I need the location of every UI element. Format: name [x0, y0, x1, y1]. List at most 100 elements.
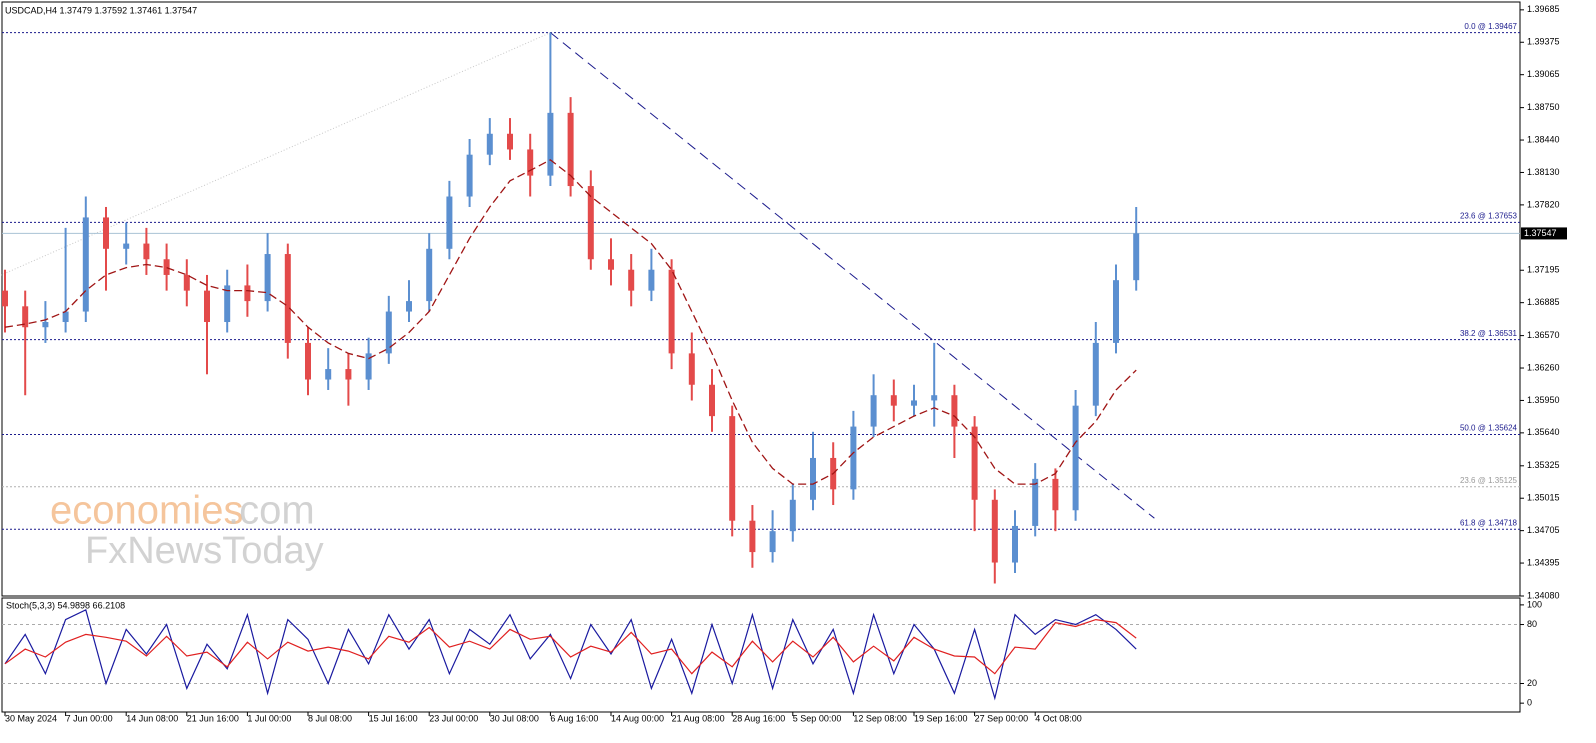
x-tick-label: 1 Jul 00:00: [247, 713, 291, 723]
current-price-box: [1521, 227, 1567, 240]
x-tick-label: 4 Oct 08:00: [1035, 713, 1082, 723]
bar-body: [426, 248, 433, 302]
bar-body: [2, 290, 8, 307]
x-tick-label: 21 Jun 16:00: [187, 713, 239, 723]
bar-body: [62, 311, 69, 323]
y-tick-label: 1.34395: [1527, 557, 1560, 567]
bar-body: [365, 353, 372, 380]
bar-body: [183, 274, 190, 291]
fib-label: 23.6 @ 1.37653: [1460, 211, 1518, 220]
bar-body: [769, 531, 776, 553]
current-price-label: 1.37547: [1524, 228, 1557, 238]
bar-body: [870, 395, 877, 427]
bar-body: [850, 426, 857, 490]
chart-title: USDCAD,H4 1.37479 1.37592 1.37461 1.3754…: [5, 5, 197, 15]
bar-body: [305, 342, 311, 380]
fib-label: 23.6 @ 1.35125: [1460, 476, 1518, 485]
x-tick-label: 8 Jul 08:00: [308, 713, 352, 723]
stoch-line: [4, 608, 1137, 701]
stoch-tick-label: 0: [1527, 698, 1532, 708]
x-tick-label: 28 Aug 16:00: [732, 713, 785, 723]
x-tick-label: 23 Jul 00:00: [429, 713, 478, 723]
bar-body: [466, 154, 473, 197]
y-tick-label: 1.37195: [1527, 265, 1560, 275]
y-tick-label: 1.39685: [1527, 4, 1560, 14]
bar-body: [1032, 478, 1039, 526]
bar-body: [991, 499, 998, 563]
fib-label: 38.2 @ 1.36531: [1460, 329, 1518, 338]
watermark: FxNewsToday: [85, 530, 324, 572]
moving-average: [4, 159, 1137, 485]
bar-body: [325, 369, 332, 380]
bar-body: [204, 290, 210, 323]
bar-body: [749, 520, 756, 553]
bar-body: [284, 254, 291, 343]
x-tick-label: 12 Sep 08:00: [853, 713, 907, 723]
stoch-title: Stoch(5,3,3) 54.9898 66.2108: [6, 600, 125, 610]
fib-label: 61.8 @ 1.34718: [1460, 518, 1518, 527]
bar-body: [446, 196, 453, 249]
bar-body: [82, 217, 89, 312]
fib-label: 0.0 @ 1.39467: [1464, 22, 1517, 31]
x-tick-label: 5 Sep 00:00: [793, 713, 842, 723]
bar-body: [810, 457, 816, 500]
bar-body: [143, 243, 150, 260]
x-tick-label: 30 May 2024: [5, 713, 57, 723]
bar-body: [628, 269, 635, 291]
y-tick-label: 1.38130: [1527, 167, 1560, 177]
bar-body: [1113, 280, 1119, 343]
bar-body: [971, 426, 978, 500]
y-tick-label: 1.34705: [1527, 525, 1560, 535]
y-tick-label: 1.38440: [1527, 134, 1560, 144]
stoch-line: [4, 618, 1137, 675]
bar-body: [22, 306, 29, 328]
bar-body: [587, 186, 594, 260]
trendline: [550, 32, 1155, 519]
stoch-tick-label: 20: [1527, 678, 1537, 688]
bar-body: [1052, 478, 1059, 511]
y-tick-label: 1.34080: [1527, 590, 1560, 600]
x-tick-label: 15 Jul 16:00: [369, 713, 418, 723]
bar-body: [527, 149, 534, 176]
x-tick-label: 6 Aug 16:00: [550, 713, 598, 723]
y-tick-label: 1.35325: [1527, 460, 1560, 470]
y-tick-label: 1.39375: [1527, 37, 1560, 47]
y-tick-label: 1.36570: [1527, 330, 1560, 340]
bar-body: [789, 499, 796, 532]
bar-body: [567, 112, 574, 187]
y-tick-label: 1.36260: [1527, 362, 1560, 372]
bar-body: [709, 384, 715, 417]
bar-body: [648, 269, 655, 291]
bar-body: [42, 322, 49, 328]
y-tick-label: 1.35015: [1527, 493, 1560, 503]
x-tick-label: 7 Jun 00:00: [66, 713, 113, 723]
bar-body: [668, 269, 675, 354]
x-tick-label: 27 Sep 00:00: [975, 713, 1029, 723]
x-tick-label: 19 Sep 16:00: [914, 713, 968, 723]
stoch-tick-label: 100: [1527, 599, 1542, 609]
bar-body: [911, 400, 917, 406]
bar-body: [406, 301, 412, 312]
y-tick-label: 1.35950: [1527, 395, 1560, 405]
watermark: economies: [50, 489, 243, 533]
bar-body: [507, 133, 513, 150]
bar-body: [264, 254, 271, 302]
bar-body: [931, 395, 938, 401]
bar-body: [345, 369, 352, 380]
bar-body: [123, 243, 130, 249]
bar-body: [890, 395, 897, 406]
fib-anchor-line: [0, 32, 551, 276]
bar-body: [163, 259, 170, 275]
bar-body: [1133, 233, 1140, 281]
bar-body: [486, 133, 493, 155]
stoch-panel: [1, 597, 1521, 713]
bar-body: [608, 259, 614, 270]
x-tick-label: 21 Aug 08:00: [672, 713, 725, 723]
bar-body: [951, 395, 958, 427]
y-tick-label: 1.39065: [1527, 69, 1560, 79]
x-tick-label: 30 Jul 08:00: [490, 713, 539, 723]
y-tick-label: 1.38750: [1527, 102, 1560, 112]
